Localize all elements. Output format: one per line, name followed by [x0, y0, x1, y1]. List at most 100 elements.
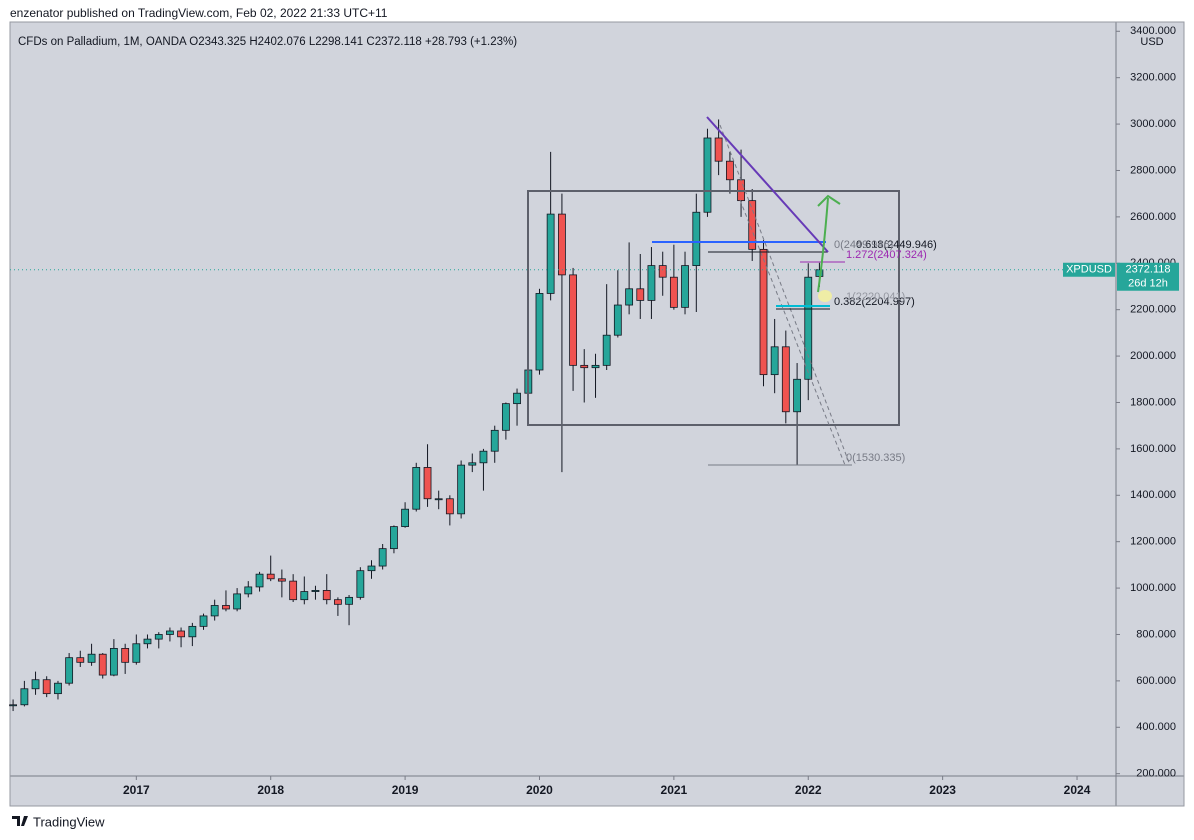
candle-body [479, 450, 488, 464]
trend-line [706, 116, 829, 253]
x-tick-label: 2017 [123, 783, 150, 797]
candle-body [31, 679, 40, 690]
candle-body [300, 591, 309, 601]
y-tick-label: 3200.000 [1130, 72, 1176, 84]
x-tick-label: 2022 [795, 783, 822, 797]
candle-body [54, 682, 62, 695]
x-tick-label: 2024 [1064, 783, 1091, 797]
candle-body [244, 586, 253, 595]
y-unit: USD [1140, 36, 1163, 48]
y-tick-label: 2200.000 [1130, 304, 1176, 316]
x-axis-background [10, 776, 1184, 806]
logo-icon [12, 816, 28, 826]
candle-body [759, 248, 768, 376]
candle-body [714, 137, 723, 162]
candle-body [233, 593, 242, 610]
price-tag [1117, 262, 1179, 291]
y-tick-label: 3400.000 [1130, 25, 1176, 37]
price-label: 2372.118 [1125, 264, 1170, 276]
x-tick-label: 2021 [661, 783, 688, 797]
candle-body [154, 634, 163, 640]
x-tick-label: 2019 [392, 783, 419, 797]
candle-body [345, 596, 353, 605]
candle-body [490, 429, 499, 452]
candle-body [770, 346, 779, 376]
candle-body [501, 403, 510, 431]
fib-label: 1(2220.041) [846, 291, 905, 303]
candle-body [580, 364, 589, 369]
x-tick-label: 2018 [257, 783, 284, 797]
footer-logo [12, 816, 28, 826]
candle-body [434, 498, 443, 501]
range-box [527, 190, 900, 426]
candle-body [681, 265, 689, 308]
candle-body [222, 605, 230, 610]
y-tick-label: 1800.000 [1130, 396, 1176, 408]
candle-body [65, 657, 74, 684]
fib-label: 0(1530.335) [846, 452, 905, 464]
candle-body [412, 467, 421, 510]
candle-body [625, 288, 634, 306]
candle-body [109, 648, 118, 676]
candle-body [98, 653, 107, 676]
legend-line: CFDs on Palladium, 1M, OANDA O2343.325 H… [18, 36, 517, 48]
candle-body [401, 508, 409, 528]
candle-body [87, 653, 96, 663]
footer-text: TradingView [33, 814, 105, 829]
drawings: 0.618(2449.946) 1.272(2407.324) 0.382(22… [527, 116, 937, 466]
candle-body [356, 570, 365, 598]
candle-body [468, 462, 477, 466]
candle-body [255, 573, 264, 588]
candle-body [378, 548, 387, 567]
candle-body [199, 615, 208, 627]
candle-body [423, 467, 432, 500]
candle-body [311, 590, 320, 592]
candle-body [210, 605, 219, 617]
candle-body [636, 288, 645, 301]
candle-body [20, 688, 29, 706]
candle-body [143, 638, 152, 645]
arrow-head [817, 194, 841, 207]
candle-body [569, 274, 577, 366]
candle-body [76, 657, 85, 663]
y-tick-label: 1200.000 [1130, 536, 1176, 548]
y-tick-label: 2000.000 [1130, 350, 1176, 362]
candle-body [445, 498, 454, 515]
x-tick-label: 2023 [929, 783, 956, 797]
candle-body [367, 565, 376, 572]
y-tick-label: 2800.000 [1130, 164, 1176, 176]
candle-body [804, 276, 813, 380]
y-tick-label: 200.000 [1136, 768, 1176, 780]
projection-arrow [817, 197, 829, 293]
candle-body [457, 464, 466, 515]
symbol-tag [1063, 262, 1115, 277]
candle-body [793, 378, 802, 413]
y-tick-label: 1000.000 [1130, 582, 1176, 594]
candle-body [513, 392, 521, 405]
publisher-line: enzenator published on TradingView.com, … [10, 6, 388, 20]
candle-body [558, 213, 566, 276]
frame [9, 21, 1185, 807]
dashed-line [739, 199, 846, 466]
y-tick-label: 1400.000 [1130, 489, 1176, 501]
x-tick-label: 2020 [526, 783, 553, 797]
candle-body [166, 630, 174, 635]
candle-body [266, 573, 275, 580]
candle-body [613, 304, 622, 336]
fib-label: 1.272(2407.324) [846, 249, 927, 261]
y-axis-background [1116, 22, 1184, 776]
candle-body [334, 599, 342, 605]
candle-body [669, 276, 678, 308]
candle-body [9, 704, 17, 707]
candle-body [658, 265, 667, 278]
dashed-line [719, 124, 851, 466]
candle-body [703, 137, 712, 213]
y-tick-label: 600.000 [1136, 675, 1176, 687]
plot-background [10, 22, 1116, 776]
fib-label: 0.382(2204.997) [834, 296, 915, 308]
candle-body [591, 364, 600, 369]
candle-body [289, 580, 298, 601]
candle-body [322, 590, 331, 601]
candle-body [188, 625, 197, 638]
y-tick-label: 2600.000 [1130, 211, 1176, 223]
